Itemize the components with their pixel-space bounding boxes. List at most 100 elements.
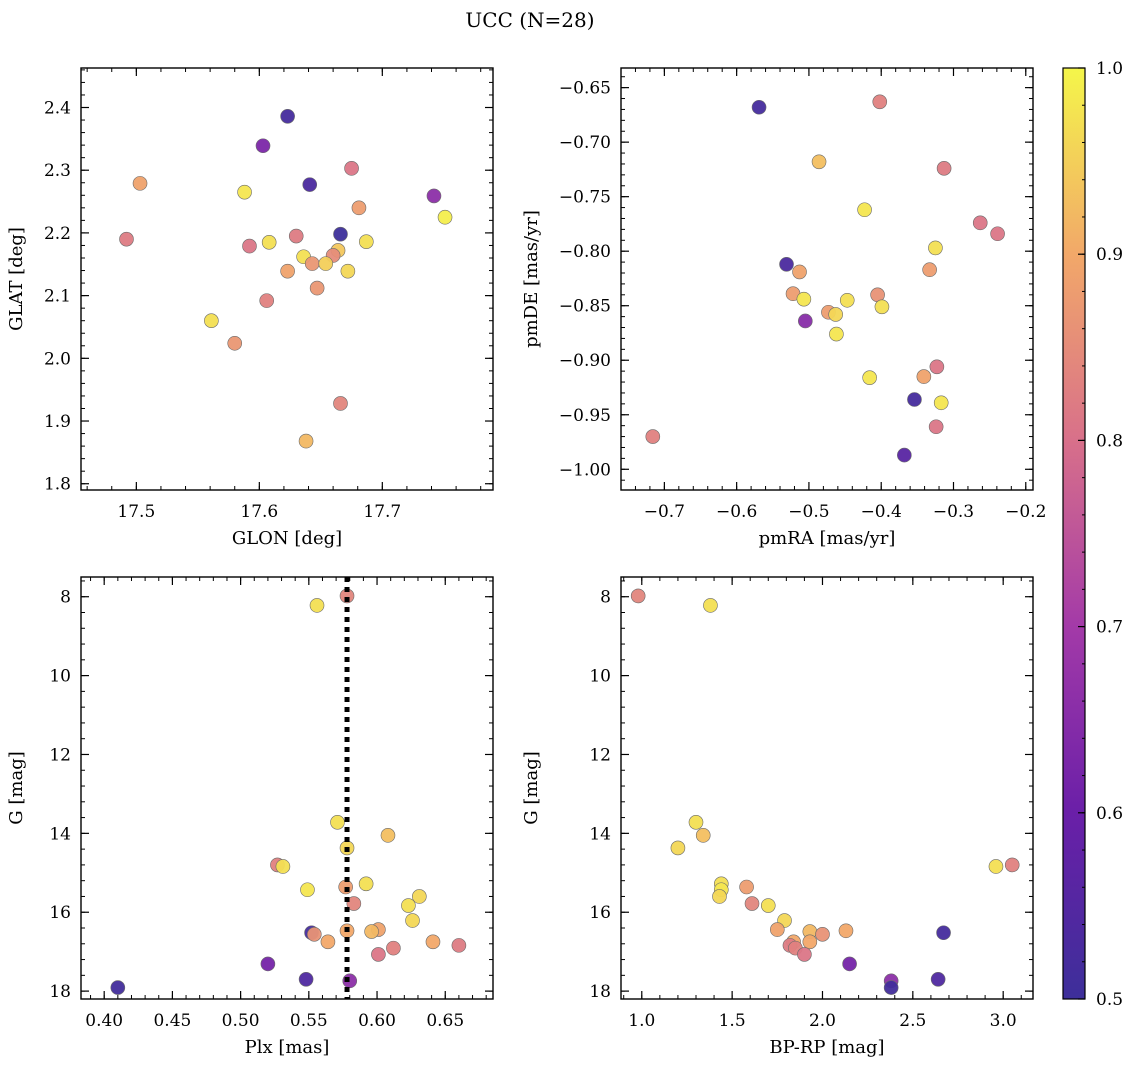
data-point xyxy=(359,234,374,249)
data-point xyxy=(302,177,318,192)
data-point xyxy=(401,898,416,913)
data-point xyxy=(280,108,295,124)
data-point xyxy=(842,956,857,972)
data-point xyxy=(916,369,932,384)
data-point xyxy=(770,922,785,937)
panel-pmra-pmde: −0.7 −0.6 −0.5 −0.4 −0.3 −0.2 −1.00 −0.95 −0.90 −… xyxy=(521,67,1046,549)
y-tick-label: −1.00 xyxy=(559,460,611,480)
y-tick-label: 14 xyxy=(49,824,71,844)
data-point xyxy=(306,927,322,942)
data-point xyxy=(380,828,396,843)
data-point xyxy=(828,307,843,322)
data-point xyxy=(300,882,315,898)
data-point xyxy=(237,184,252,200)
y-tick-label: −0.70 xyxy=(559,133,611,153)
data-point xyxy=(802,934,818,950)
y-tick-label: 2.0 xyxy=(44,349,71,369)
x-tick-label: 2.5 xyxy=(899,1011,926,1031)
data-point xyxy=(751,99,767,115)
data-point xyxy=(688,815,704,830)
data-point xyxy=(405,913,420,928)
x-tick-label: 1.5 xyxy=(719,1011,746,1031)
y-tick-label: −0.80 xyxy=(559,242,611,262)
data-point xyxy=(815,927,830,942)
data-point xyxy=(364,924,379,939)
data-point xyxy=(1004,857,1020,873)
data-point xyxy=(792,264,807,280)
axes-frame xyxy=(80,576,494,1000)
data-point xyxy=(333,396,348,411)
data-point xyxy=(426,188,442,204)
colorbar-tick-label: 0.5 xyxy=(1096,990,1123,1010)
colorbar-tick-label: 0.9 xyxy=(1096,245,1123,265)
data-point xyxy=(797,947,812,962)
y-tick-label: −0.85 xyxy=(559,297,611,317)
x-axis-label: BP-RP [mag] xyxy=(769,1037,884,1058)
x-tick-label: 17.5 xyxy=(117,502,155,522)
data-point xyxy=(437,209,453,225)
data-point xyxy=(712,889,727,904)
y-axis-label: GLAT [deg] xyxy=(6,227,27,331)
data-point xyxy=(275,859,291,874)
x-tick-label: 0.65 xyxy=(426,1011,464,1031)
data-point xyxy=(451,938,467,953)
data-point xyxy=(922,262,937,278)
axes-frame xyxy=(80,67,494,491)
x-axis-label: GLON [deg] xyxy=(232,528,342,549)
data-point xyxy=(119,231,134,247)
y-tick-label: 16 xyxy=(589,903,611,923)
colorbar-tick-label: 1.0 xyxy=(1096,59,1123,79)
data-point xyxy=(645,429,661,444)
x-tick-label: −0.6 xyxy=(716,502,757,522)
x-axis-label: pmRA [mas/yr] xyxy=(759,528,896,549)
data-point xyxy=(320,934,336,950)
data-point xyxy=(412,889,427,904)
x-tick-label: 2.0 xyxy=(809,1011,836,1031)
y-axis-label: pmDE [mas/yr] xyxy=(521,210,542,348)
y-tick-label: 2.4 xyxy=(44,99,71,119)
x-tick-label: 0.45 xyxy=(153,1011,191,1031)
y-tick-label: 18 xyxy=(589,982,611,1002)
data-point xyxy=(330,815,345,830)
y-tick-label: −0.90 xyxy=(559,351,611,371)
data-point xyxy=(829,326,844,342)
x-tick-label: 3.0 xyxy=(990,1011,1017,1031)
data-point xyxy=(318,256,334,271)
data-point xyxy=(132,176,148,191)
axes-frame xyxy=(620,67,1034,491)
data-point xyxy=(811,154,827,170)
x-tick-label: 0.60 xyxy=(358,1011,396,1031)
data-point xyxy=(298,433,314,449)
data-point xyxy=(110,980,126,995)
data-point xyxy=(242,238,257,254)
x-tick-label: −0.7 xyxy=(644,502,685,522)
x-tick-label: −0.3 xyxy=(933,502,974,522)
y-tick-label: 14 xyxy=(589,824,611,844)
data-point xyxy=(933,395,949,411)
y-tick-label: 10 xyxy=(589,667,611,687)
data-point xyxy=(309,598,325,613)
data-point xyxy=(386,940,401,956)
y-tick-label: 12 xyxy=(589,745,611,765)
data-point xyxy=(739,879,754,895)
data-point xyxy=(695,828,711,843)
panel-glon-glat: 17.5 17.6 17.7 1.8 1.9 2.0 2.1 2.2 2.3 2.4 GLON [d… xyxy=(6,67,494,549)
data-point xyxy=(936,161,952,176)
x-tick-label: −0.4 xyxy=(861,502,902,522)
x-axis-label: Plx [mas] xyxy=(245,1037,330,1058)
data-point xyxy=(928,419,944,435)
data-point xyxy=(340,263,356,279)
data-point xyxy=(930,971,946,987)
panel-plx-g: 0.40 0.45 0.50 0.55 0.60 0.65 8 10 12 14 16 18 Plx [… xyxy=(6,576,494,1058)
x-tick-label: 1.0 xyxy=(628,1011,655,1031)
y-axis-label: G [mag] xyxy=(521,751,542,824)
colorbar: 0.5 0.6 0.7 0.8 0.9 1.0 xyxy=(1062,59,1123,1010)
y-tick-label: −0.65 xyxy=(559,79,611,99)
data-point xyxy=(988,859,1004,874)
data-point xyxy=(838,923,854,939)
y-tick-label: 10 xyxy=(49,667,71,687)
data-point xyxy=(630,588,646,604)
data-point xyxy=(779,256,794,272)
data-point xyxy=(744,896,760,911)
